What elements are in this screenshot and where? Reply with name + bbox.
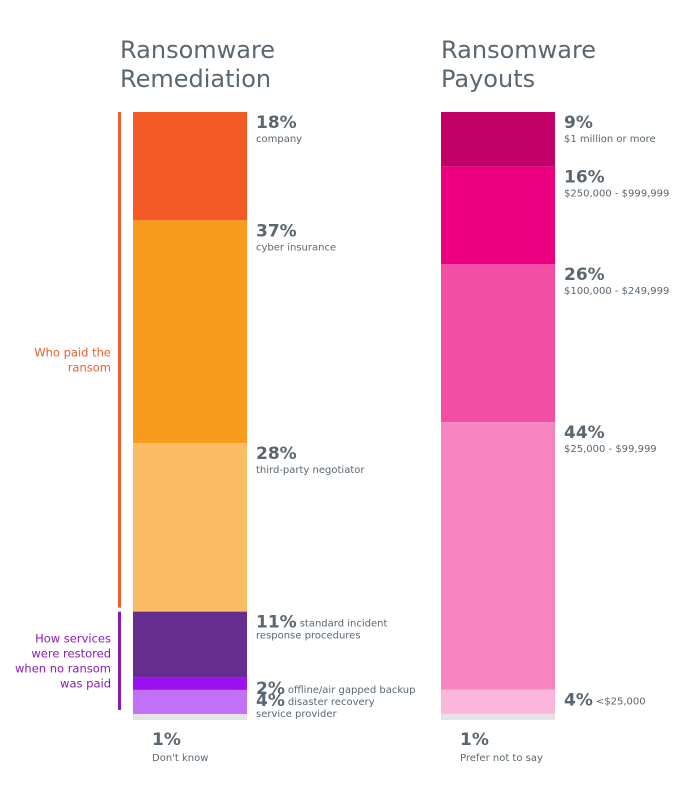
bar-segment (441, 689, 555, 714)
segment-percent: 18% (256, 113, 297, 133)
bar-segment (441, 112, 555, 167)
segment-label: $25,000 - $99,999 (564, 444, 657, 455)
bar-segment (133, 689, 247, 714)
segment-label: <$25,000 (596, 697, 646, 708)
bar-segment (133, 713, 247, 720)
segment-label: response procedures (256, 631, 361, 642)
segment-percent: 16% (564, 168, 605, 188)
bar-segment (133, 677, 247, 690)
bar-segment (133, 443, 247, 612)
segment-label: $250,000 - $999,999 (564, 189, 669, 200)
group-label: ransom (68, 360, 111, 374)
bar-segment (133, 220, 247, 444)
bar-segment (441, 166, 555, 264)
segment-percent: 4% (256, 691, 285, 711)
group-label: when no ransom (15, 661, 111, 675)
chart-title: Ransomware (120, 36, 275, 64)
segment-label: Prefer not to say (460, 753, 543, 764)
segment-label: service provider (256, 709, 338, 720)
bar-segment (441, 713, 555, 720)
group-label: was paid (60, 676, 111, 690)
segment-label: disaster recovery (288, 697, 375, 708)
segment-label: Don't know (152, 753, 208, 764)
bar-segment (441, 264, 555, 423)
segment-label: $1 million or more (564, 134, 656, 145)
segment-percent: 37% (256, 221, 297, 241)
segment-label: third-party negotiator (256, 465, 365, 476)
segment-percent: 28% (256, 444, 297, 464)
segment-percent: 1% (460, 730, 489, 750)
chart-title: Remediation (120, 65, 271, 93)
group-bracket (118, 611, 121, 710)
segment-label: standard incident (300, 619, 388, 630)
bar-segment (133, 112, 247, 221)
chart-title: Payouts (441, 65, 535, 93)
segment-percent: 4% (564, 691, 593, 711)
segment-label: company (256, 134, 302, 145)
group-label: Who paid the (34, 345, 111, 359)
chart-title: Ransomware (441, 36, 596, 64)
segment-label: $100,000 - $249,999 (564, 286, 669, 297)
segment-percent: 26% (564, 265, 605, 285)
segment-percent: 11% (256, 613, 297, 633)
bar-segment (133, 611, 247, 678)
segment-label: offline/air gapped backup (288, 685, 416, 696)
group-label: How services (35, 631, 111, 645)
segment-percent: 1% (152, 730, 181, 750)
segment-percent: 2% (256, 679, 285, 699)
group-bracket (118, 112, 121, 608)
segment-label: cyber insurance (256, 242, 336, 253)
bar-segment (441, 422, 555, 690)
segment-percent: 44% (564, 423, 605, 443)
group-label: were restored (31, 646, 111, 660)
segment-percent: 9% (564, 113, 593, 133)
